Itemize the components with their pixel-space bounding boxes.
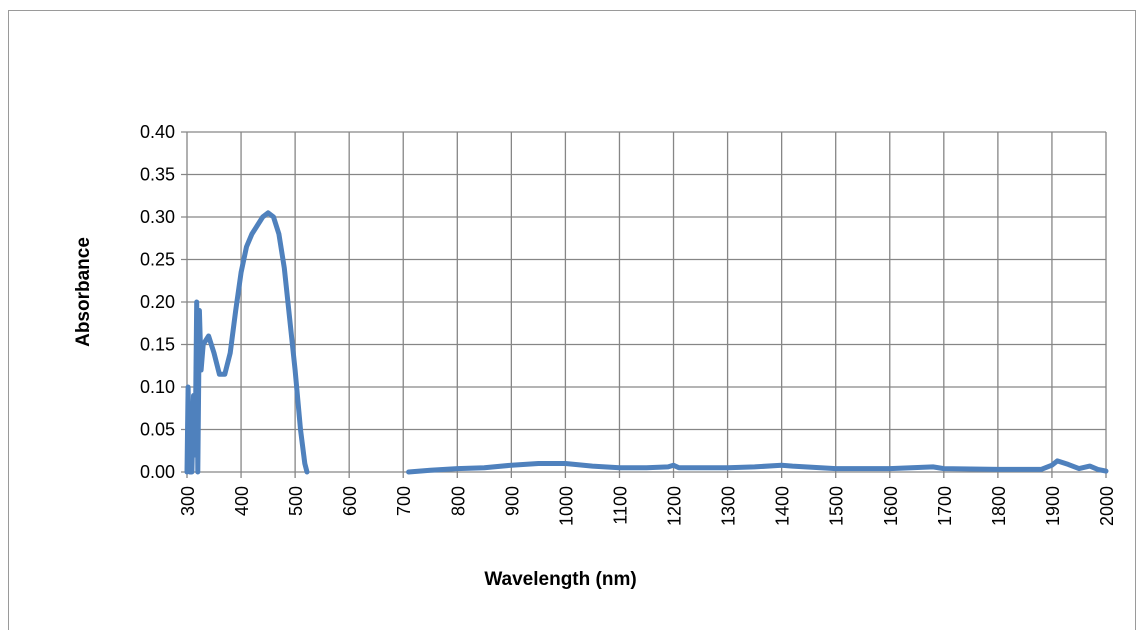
chart-area: 0.00 0.05 0.10 0.15 0.20 0.25 0.30 0.35 0.40 300 4… <box>8 10 1136 630</box>
y-tick-label: 0.15 <box>140 335 175 355</box>
y-tick-label: 0.00 <box>140 462 175 482</box>
absorbance-chart: 0.00 0.05 0.10 0.15 0.20 0.25 0.30 0.35 0.40 300 4… <box>73 122 1117 590</box>
x-tick-label: 1900 <box>1043 486 1063 526</box>
y-axis-title: Absorbance <box>73 237 94 347</box>
x-tick-label: 1400 <box>773 486 793 526</box>
x-axis-title: Wavelength (nm) <box>484 569 636 590</box>
x-tick-label: 1800 <box>989 486 1009 526</box>
y-tick-label: 0.10 <box>140 377 175 397</box>
y-tick-label: 0.05 <box>140 420 175 440</box>
absorbance-series-line <box>184 210 310 475</box>
x-tick-label: 1300 <box>719 486 739 526</box>
x-tick-label: 1600 <box>881 486 901 526</box>
y-tick-label: 0.30 <box>140 207 175 227</box>
y-tick-label: 0.25 <box>140 250 175 270</box>
y-tick-label: 0.20 <box>140 292 175 312</box>
x-tick-label: 1500 <box>827 486 847 526</box>
x-tick-label: 900 <box>502 486 522 516</box>
x-tick-label: 1200 <box>665 486 685 526</box>
x-tick-label: 1700 <box>935 486 955 526</box>
y-tick-label: 0.40 <box>140 122 175 142</box>
x-tick-label: 400 <box>232 486 252 516</box>
x-tick-label: 1100 <box>610 486 630 525</box>
x-tick-label: 300 <box>178 486 198 516</box>
y-tick-label: 0.35 <box>140 165 175 185</box>
x-tick-label: 700 <box>394 486 414 516</box>
absorbance-series-line <box>406 458 1109 475</box>
x-tick-label: 500 <box>286 486 306 516</box>
x-tick-label: 800 <box>448 486 468 516</box>
x-tick-label: 1000 <box>556 486 576 526</box>
x-tick-label: 600 <box>340 486 360 516</box>
x-tick-label: 2000 <box>1097 486 1117 526</box>
